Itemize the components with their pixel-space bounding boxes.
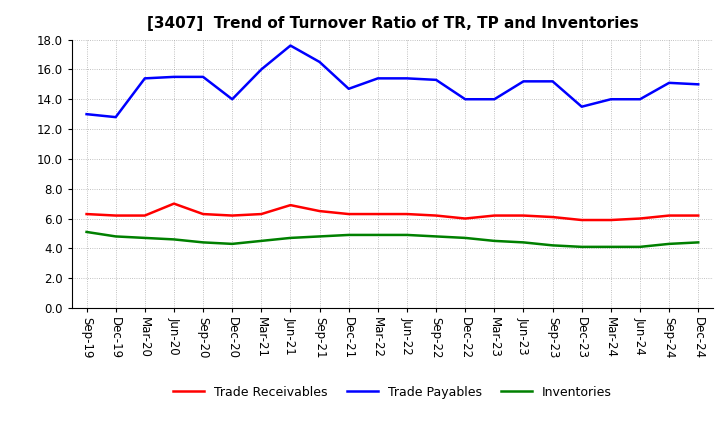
- Inventories: [402, 232, 411, 238]
- Inventories: [548, 243, 557, 248]
- Inventories: [577, 244, 586, 249]
- Trade Payables: [636, 97, 644, 102]
- Inventories: [374, 232, 382, 238]
- Inventories: [112, 234, 120, 239]
- Trade Payables: [548, 79, 557, 84]
- Trade Payables: [344, 86, 353, 92]
- Trade Payables: [374, 76, 382, 81]
- Line: Trade Payables: Trade Payables: [86, 46, 698, 117]
- Trade Receivables: [606, 217, 615, 223]
- Trade Payables: [402, 76, 411, 81]
- Trade Payables: [461, 97, 469, 102]
- Trade Receivables: [344, 211, 353, 216]
- Trade Receivables: [519, 213, 528, 218]
- Trade Receivables: [112, 213, 120, 218]
- Trade Receivables: [548, 214, 557, 220]
- Trade Payables: [577, 104, 586, 109]
- Trade Receivables: [140, 213, 149, 218]
- Trade Payables: [82, 111, 91, 117]
- Inventories: [140, 235, 149, 241]
- Line: Inventories: Inventories: [86, 232, 698, 247]
- Inventories: [199, 240, 207, 245]
- Trade Payables: [490, 97, 499, 102]
- Trade Receivables: [490, 213, 499, 218]
- Trade Receivables: [577, 217, 586, 223]
- Inventories: [344, 232, 353, 238]
- Trade Receivables: [82, 211, 91, 216]
- Trade Payables: [228, 97, 236, 102]
- Trade Receivables: [636, 216, 644, 221]
- Inventories: [432, 234, 441, 239]
- Trade Payables: [286, 43, 294, 48]
- Trade Payables: [315, 59, 324, 65]
- Trade Payables: [432, 77, 441, 82]
- Inventories: [82, 229, 91, 235]
- Trade Receivables: [402, 211, 411, 216]
- Legend: Trade Receivables, Trade Payables, Inventories: Trade Receivables, Trade Payables, Inven…: [168, 381, 617, 404]
- Title: [3407]  Trend of Turnover Ratio of TR, TP and Inventories: [3407] Trend of Turnover Ratio of TR, TP…: [147, 16, 638, 32]
- Inventories: [315, 234, 324, 239]
- Trade Payables: [199, 74, 207, 80]
- Inventories: [665, 241, 673, 246]
- Trade Receivables: [315, 209, 324, 214]
- Inventories: [519, 240, 528, 245]
- Inventories: [606, 244, 615, 249]
- Trade Payables: [170, 74, 179, 80]
- Trade Payables: [519, 79, 528, 84]
- Trade Receivables: [199, 211, 207, 216]
- Inventories: [694, 240, 703, 245]
- Trade Payables: [665, 80, 673, 85]
- Inventories: [636, 244, 644, 249]
- Trade Receivables: [257, 211, 266, 216]
- Trade Payables: [140, 76, 149, 81]
- Trade Payables: [606, 97, 615, 102]
- Trade Receivables: [694, 213, 703, 218]
- Trade Payables: [112, 114, 120, 120]
- Trade Receivables: [665, 213, 673, 218]
- Trade Payables: [257, 67, 266, 72]
- Inventories: [490, 238, 499, 244]
- Trade Payables: [694, 82, 703, 87]
- Trade Receivables: [461, 216, 469, 221]
- Trade Receivables: [170, 201, 179, 206]
- Inventories: [228, 241, 236, 246]
- Inventories: [257, 238, 266, 244]
- Inventories: [170, 237, 179, 242]
- Line: Trade Receivables: Trade Receivables: [86, 204, 698, 220]
- Trade Receivables: [228, 213, 236, 218]
- Trade Receivables: [286, 202, 294, 208]
- Inventories: [286, 235, 294, 241]
- Trade Receivables: [374, 211, 382, 216]
- Inventories: [461, 235, 469, 241]
- Trade Receivables: [432, 213, 441, 218]
